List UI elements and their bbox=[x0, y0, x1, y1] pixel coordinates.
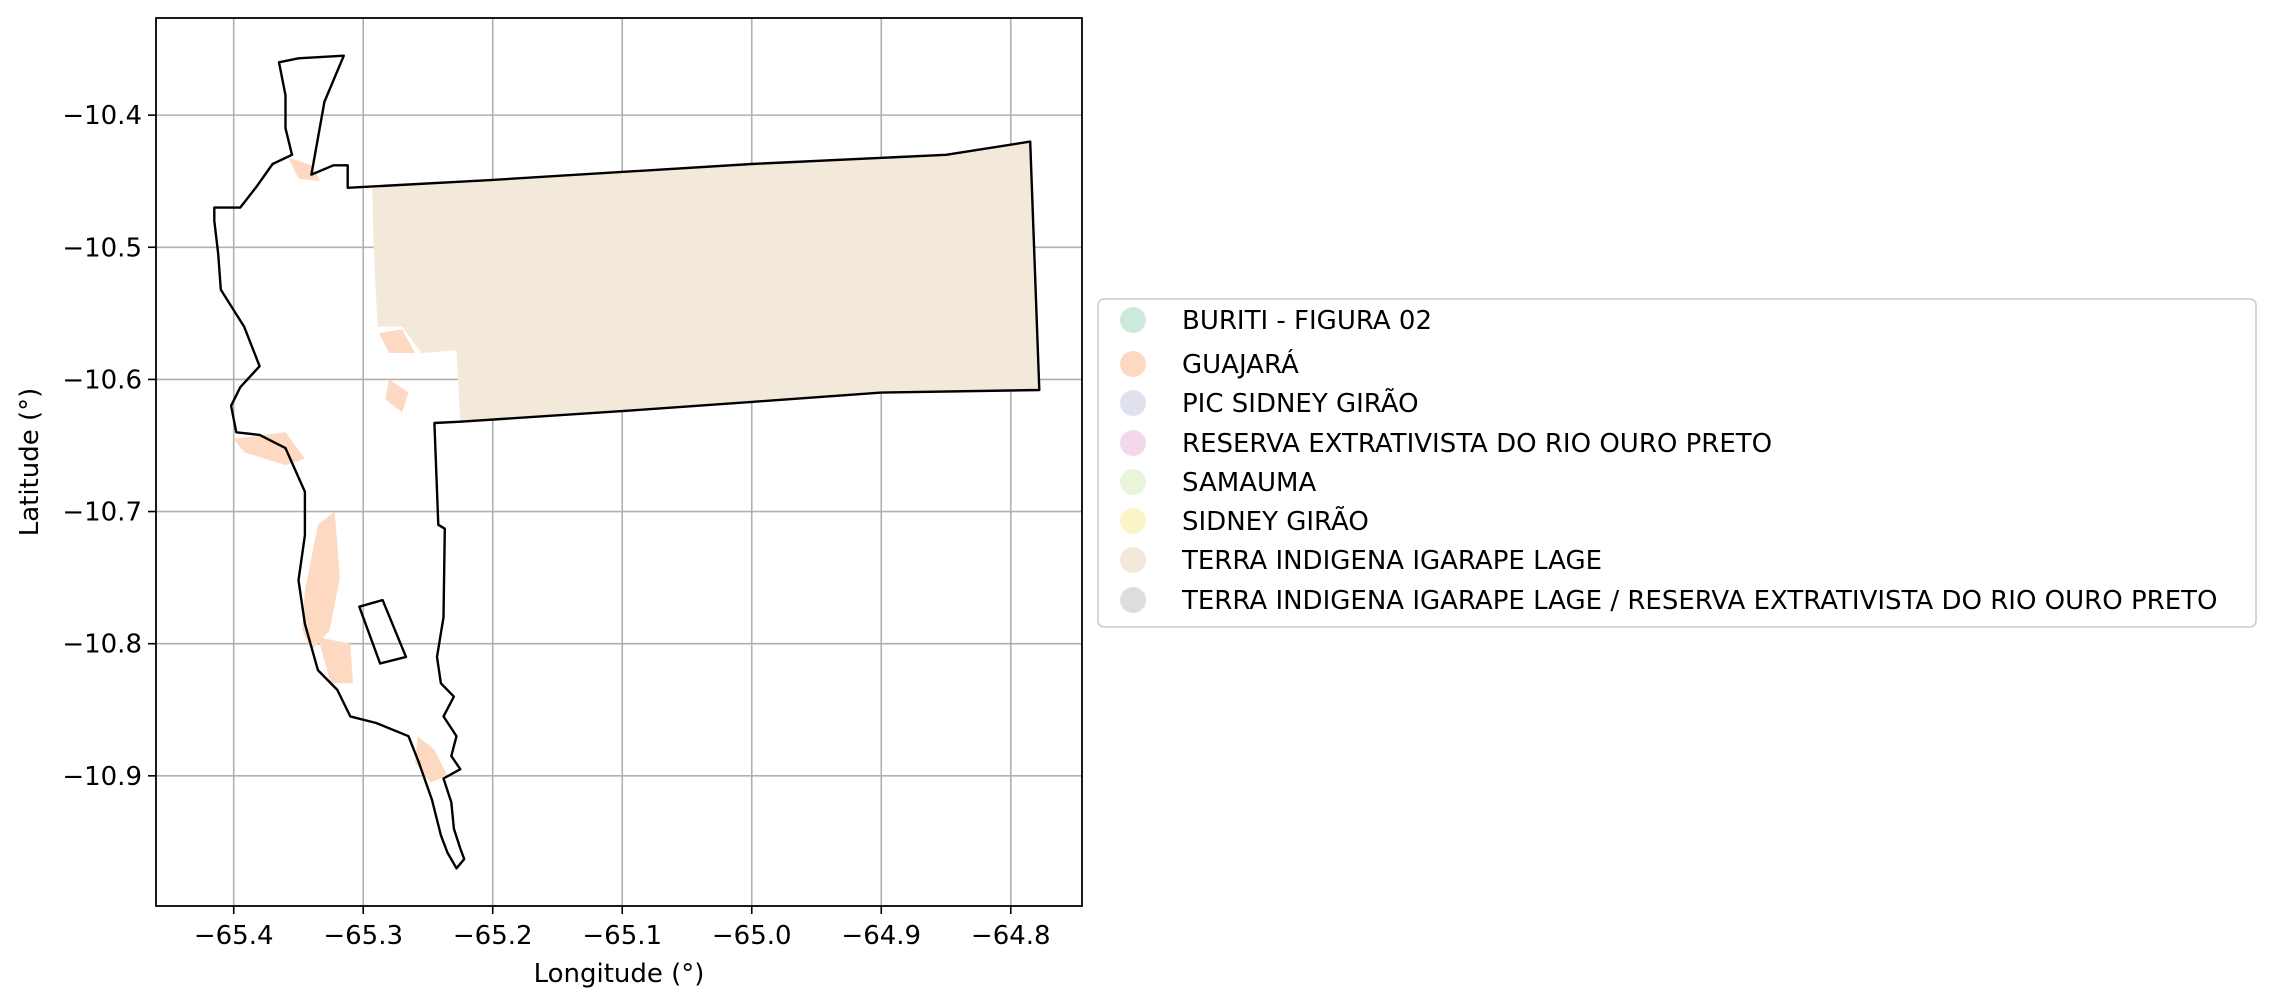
axis-ticks: −65.4 −65.3 −65.2 −65.1 −65.0 −64.9 −64.8 −10.4… bbox=[62, 101, 1050, 951]
y-tick-label: −10.4 bbox=[62, 101, 142, 131]
legend-label: BURITI - FIGURA 02 bbox=[1182, 306, 1432, 336]
boundary-line bbox=[358, 598, 408, 665]
x-tick-label: −65.4 bbox=[194, 921, 274, 951]
region-polygon bbox=[378, 329, 415, 353]
boundary-line bbox=[213, 54, 1041, 870]
y-tick-label: −10.5 bbox=[62, 233, 142, 263]
y-tick-label: −10.7 bbox=[62, 498, 142, 528]
legend-label: PIC SIDNEY GIRÃO bbox=[1182, 387, 1419, 419]
y-tick-label: −10.6 bbox=[62, 365, 142, 395]
legend-marker bbox=[1120, 307, 1146, 333]
region-polygon bbox=[233, 432, 305, 466]
x-tick-label: −65.3 bbox=[323, 921, 403, 951]
x-axis-label: Longitude (°) bbox=[534, 959, 705, 989]
x-tick-label: −64.9 bbox=[841, 921, 921, 951]
legend-entries: BURITI - FIGURA 02 GUAJARÁ PIC SIDNEY GIRÃ… bbox=[1120, 306, 2218, 616]
legend-label: RESERVA EXTRATIVISTA DO RIO OURO PRETO bbox=[1182, 429, 1772, 459]
legend-label: TERRA INDIGENA IGARAPE LAGE / RESERVA EX… bbox=[1181, 586, 2218, 616]
x-tick-label: −65.0 bbox=[712, 921, 792, 951]
y-tick-label: −10.8 bbox=[62, 630, 142, 660]
x-tick-label: −64.8 bbox=[971, 921, 1051, 951]
legend-marker bbox=[1120, 547, 1146, 573]
y-axis-label: Latitude (°) bbox=[15, 388, 45, 537]
legend-marker bbox=[1120, 351, 1146, 377]
map-features bbox=[233, 141, 1040, 783]
legend: BURITI - FIGURA 02 GUAJARÁ PIC SIDNEY GIRÃ… bbox=[1097, 298, 2257, 628]
legend-label: GUAJARÁ bbox=[1182, 348, 1299, 380]
plot-frame bbox=[155, 17, 1083, 907]
x-tick-label: −65.2 bbox=[453, 921, 533, 951]
region-polygon bbox=[372, 141, 1040, 422]
region-polygon bbox=[302, 511, 340, 651]
region-polygon bbox=[415, 736, 448, 783]
y-tick-label: −10.9 bbox=[62, 762, 142, 792]
legend-marker bbox=[1120, 390, 1146, 416]
legend-label: SIDNEY GIRÃO bbox=[1182, 505, 1369, 537]
x-tick-label: −65.1 bbox=[582, 921, 662, 951]
legend-label: TERRA INDIGENA IGARAPE LAGE bbox=[1181, 546, 1602, 576]
legend-marker bbox=[1120, 587, 1146, 613]
map-boundaries bbox=[213, 54, 1041, 870]
legend-frame bbox=[1097, 298, 2257, 628]
legend-marker bbox=[1120, 430, 1146, 456]
legend-label: SAMAUMA bbox=[1182, 468, 1316, 498]
region-polygon bbox=[385, 379, 409, 413]
legend-marker bbox=[1120, 508, 1146, 534]
legend-marker bbox=[1120, 469, 1146, 495]
region-polygon bbox=[317, 637, 353, 684]
